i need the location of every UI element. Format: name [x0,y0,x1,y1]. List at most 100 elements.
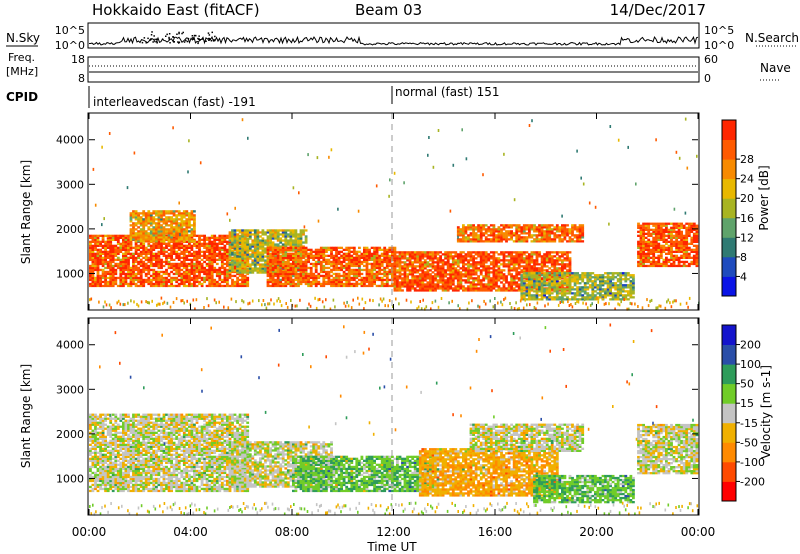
velocity-echo-region [292,455,435,493]
nsky-trace [89,35,699,46]
velocity-echoes [89,323,699,516]
velocity-colorbar-tick-label: -100 [740,456,765,469]
velocity-echo-region [418,448,559,497]
velocity-echo-region [533,474,635,504]
x-tick-label: 20:00 [579,525,614,539]
velocity-ylabel: Slant Range [km] [19,364,33,468]
power-colorbar-frame [721,119,737,297]
cpid-label: CPID [6,90,38,104]
x-tick-label: 00:00 [72,525,107,539]
velocity-colorbar-label: Velocity [m s-1] [759,365,773,459]
velocity-colorbar-tick-label: 100 [740,358,761,371]
power-colorbar-swatch [722,198,736,219]
power-echo-region [393,251,572,292]
nsky-tick-top: 10^5 [55,24,85,37]
nsearch-label: N.Search [745,31,799,45]
nsearch-dots [141,31,216,45]
velocity-colorbar-swatch [722,461,736,482]
nsky-tick-bottom: 10^0 [55,39,85,52]
power-ytick-label: 4000 [56,134,84,147]
power-yaxis: 1000 2000 3000 4000 [56,134,698,280]
cpid-segment-1: interleavedscan (fast) -191 [93,95,256,109]
velocity-colorbar: -200 -100 -50 -15 15 50 100 200 [721,324,765,502]
velocity-ytick-label: 3000 [56,383,84,396]
x-tick-label: 04:00 [173,525,208,539]
power-colorbar-tick-label: 4 [740,270,747,283]
freq-tick-top: 18 [71,53,85,66]
power-echo-region [266,246,397,288]
cpid-panel: CPID interleavedscan (fast) -191 normal … [6,85,499,109]
power-colorbar-tick-label: 12 [740,231,754,244]
velocity-colorbar-swatch [722,364,736,385]
nave-label: Nave [760,61,791,75]
nsky-frame [87,22,700,49]
power-colorbar-tick-label: 20 [740,192,754,205]
velocity-colorbar-tick-label: 200 [740,339,761,352]
power-colorbar-tick-label: 16 [740,212,754,225]
x-axis-label: Time UT [366,540,417,554]
velocity-near-range-speckle [89,501,699,516]
nsky-label: N.Sky [6,31,40,45]
cpid-segment-2: normal (fast) 151 [395,85,499,99]
beam-label: Beam 03 [355,1,422,19]
nsearch-tick-top: 10^5 [704,24,734,37]
velocity-colorbar-tick-label: 50 [740,378,754,391]
x-tick-label: 00:00 [681,525,716,539]
power-panel: 1000 2000 3000 4000 Slant Range [km] 4 8 12 16… [19,112,771,311]
velocity-colorbar-swatch [722,383,736,404]
velocity-scattered-echoes [99,323,694,446]
velocity-ytick-label: 1000 [56,472,84,485]
velocity-colorbar-tick-label: 15 [740,397,754,410]
power-colorbar-tick-label: 24 [740,173,754,186]
power-echo-region [520,272,635,301]
radar-title: Hokkaido East (fitACF) [92,1,260,19]
velocity-colorbar-frame [721,324,737,502]
power-ytick-label: 3000 [56,178,84,191]
power-ytick-label: 2000 [56,223,84,236]
x-tick-label: 16:00 [478,525,513,539]
velocity-colorbar-swatch [722,422,736,443]
power-echo-region [637,222,699,268]
velocity-colorbar-swatch [722,344,736,365]
power-echo-region [456,224,585,243]
power-colorbar: 4 8 12 16 20 24 28 [721,119,754,297]
power-colorbar-swatch [722,217,736,238]
nsky-panel: N.Sky 10^5 10^0 10^5 10^0 N.Search [6,22,799,52]
date-label: 14/Dec/2017 [610,1,706,19]
velocity-colorbar-tick-label: -15 [740,417,758,430]
velocity-echo-region [637,423,699,475]
velocity-ytick-label: 4000 [56,339,84,352]
velocity-colorbar-swatch [722,403,736,424]
velocity-echo-region [469,423,585,452]
nave-tick-bottom: 0 [704,72,711,85]
x-tick-label: 08:00 [275,525,310,539]
power-scattered-echoes [92,117,698,239]
power-colorbar-swatch [722,139,736,160]
power-colorbar-tick-label: 28 [740,153,754,166]
freq-panel: Freq. [MHz] 18 8 60 0 Nave [6,51,791,85]
power-colorbar-swatch [722,256,736,277]
freq-tick-bottom: 8 [78,72,85,85]
nsearch-tick-bottom: 10^0 [704,39,734,52]
power-colorbar-swatch [722,178,736,199]
velocity-ytick-label: 2000 [56,428,84,441]
freq-label-2: [MHz] [6,65,38,78]
power-colorbar-swatch [722,159,736,180]
velocity-echo-region [89,413,250,493]
power-ytick-label: 1000 [56,267,84,280]
power-echo-region [129,210,196,243]
velocity-colorbar-tick-label: -50 [740,436,758,449]
velocity-colorbar-swatch [722,442,736,463]
velocity-colorbar-swatch [722,481,736,502]
nave-tick-top: 60 [704,53,718,66]
freq-label-1: Freq. [8,51,35,64]
x-axis: 00:00 04:00 08:00 12:00 16:00 20:00 00:00 [72,113,716,539]
power-echoes [89,117,700,311]
freq-frame [87,56,700,83]
velocity-colorbar-tick-label: -200 [740,475,765,488]
power-colorbar-label: Power [dB] [757,165,771,230]
power-colorbar-swatch [722,237,736,258]
velocity-colorbar-swatch [722,325,736,345]
x-tick-label: 12:00 [376,525,411,539]
